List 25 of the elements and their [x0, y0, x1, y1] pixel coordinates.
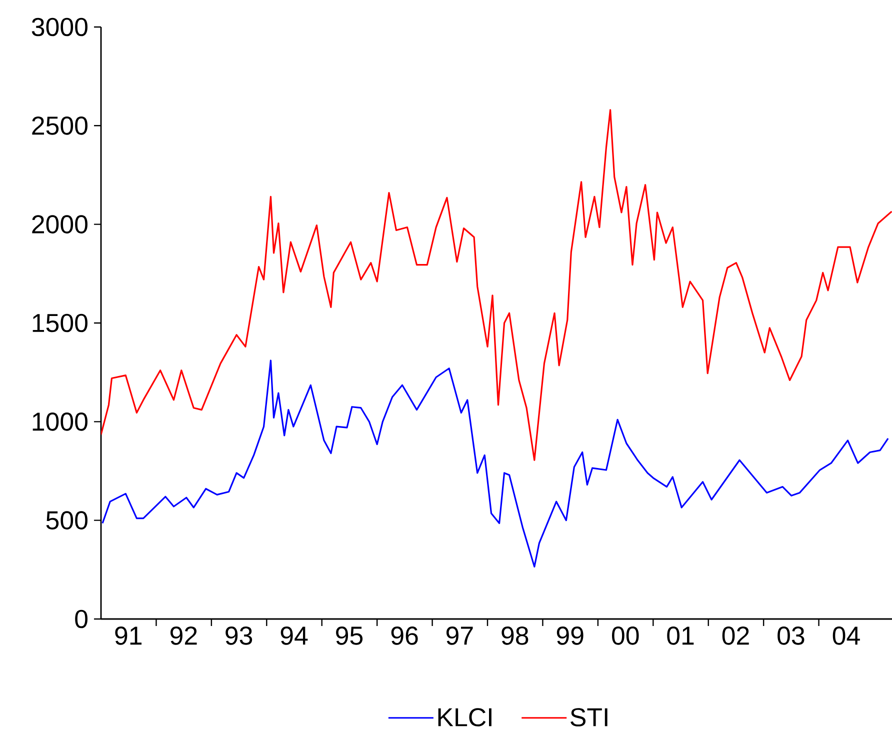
x-tick-label: 99 [556, 626, 584, 645]
legend-label: KLCI [438, 708, 492, 726]
x-tick-label: 93 [226, 626, 252, 645]
x-tick-label: 92 [170, 626, 197, 645]
x-tick-label: 03 [778, 626, 804, 645]
y-tick-label: 2000 [32, 215, 88, 234]
line-series [102, 360, 889, 568]
x-tick-label: 94 [280, 626, 308, 645]
y-tick-label: 2500 [32, 116, 88, 135]
x-tick-label: 96 [391, 626, 418, 645]
x-tick-label: 02 [722, 626, 749, 645]
x-tick-label: 98 [502, 626, 528, 645]
y-tick-label: 0 [75, 610, 88, 628]
x-tick-label: 00 [612, 626, 639, 645]
y-tick-label: 500 [46, 511, 88, 530]
x-tick-label: 01 [667, 626, 694, 645]
x-tick-label: 97 [446, 626, 473, 645]
y-tick-label: 1500 [32, 314, 88, 332]
x-tick-label: 91 [115, 626, 142, 645]
y-tick-label: 1000 [32, 412, 88, 431]
x-tick-label: 04 [832, 626, 860, 645]
x-tick-label: 95 [336, 626, 363, 645]
legend-label: STI [570, 708, 608, 726]
line-series [101, 109, 892, 461]
y-tick-label: 3000 [32, 18, 88, 36]
